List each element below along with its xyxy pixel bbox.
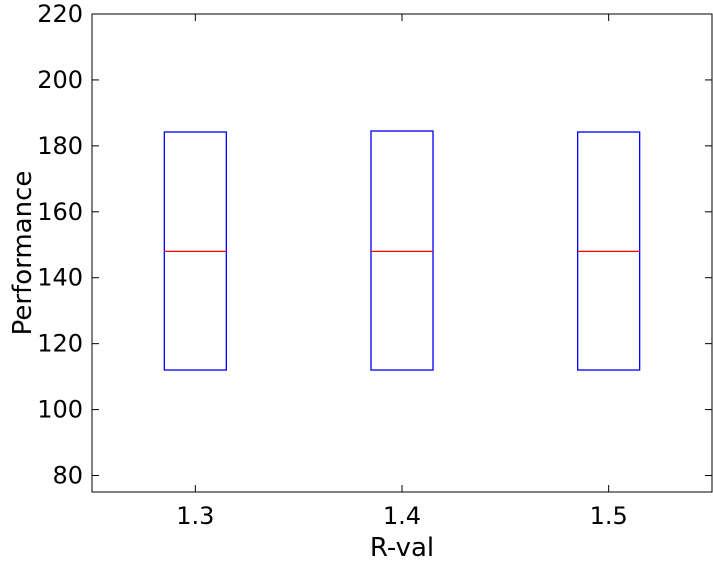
y-tick-label: 200 [37, 66, 83, 94]
x-axis-label: R-val [370, 533, 434, 563]
x-tick-label: 1.4 [383, 502, 421, 530]
y-tick-label: 140 [37, 264, 83, 292]
y-tick-label: 100 [37, 396, 83, 424]
boxes-layer [163, 130, 641, 371]
box [370, 130, 434, 371]
x-tick-label: 1.3 [176, 502, 214, 530]
x-tick-label: 1.5 [590, 502, 628, 530]
y-tick-label: 80 [52, 462, 83, 490]
y-tick-label: 180 [37, 132, 83, 160]
y-tick-label: 120 [37, 330, 83, 358]
y-axis-label: Performance [8, 171, 38, 336]
ticks-layer: 80 100 120 140 160 180 200 220 1.3 1.4 1.5 [37, 0, 712, 530]
y-tick-label: 220 [37, 0, 83, 28]
y-tick-label: 160 [37, 198, 83, 226]
plot-area-frame [91, 13, 713, 493]
